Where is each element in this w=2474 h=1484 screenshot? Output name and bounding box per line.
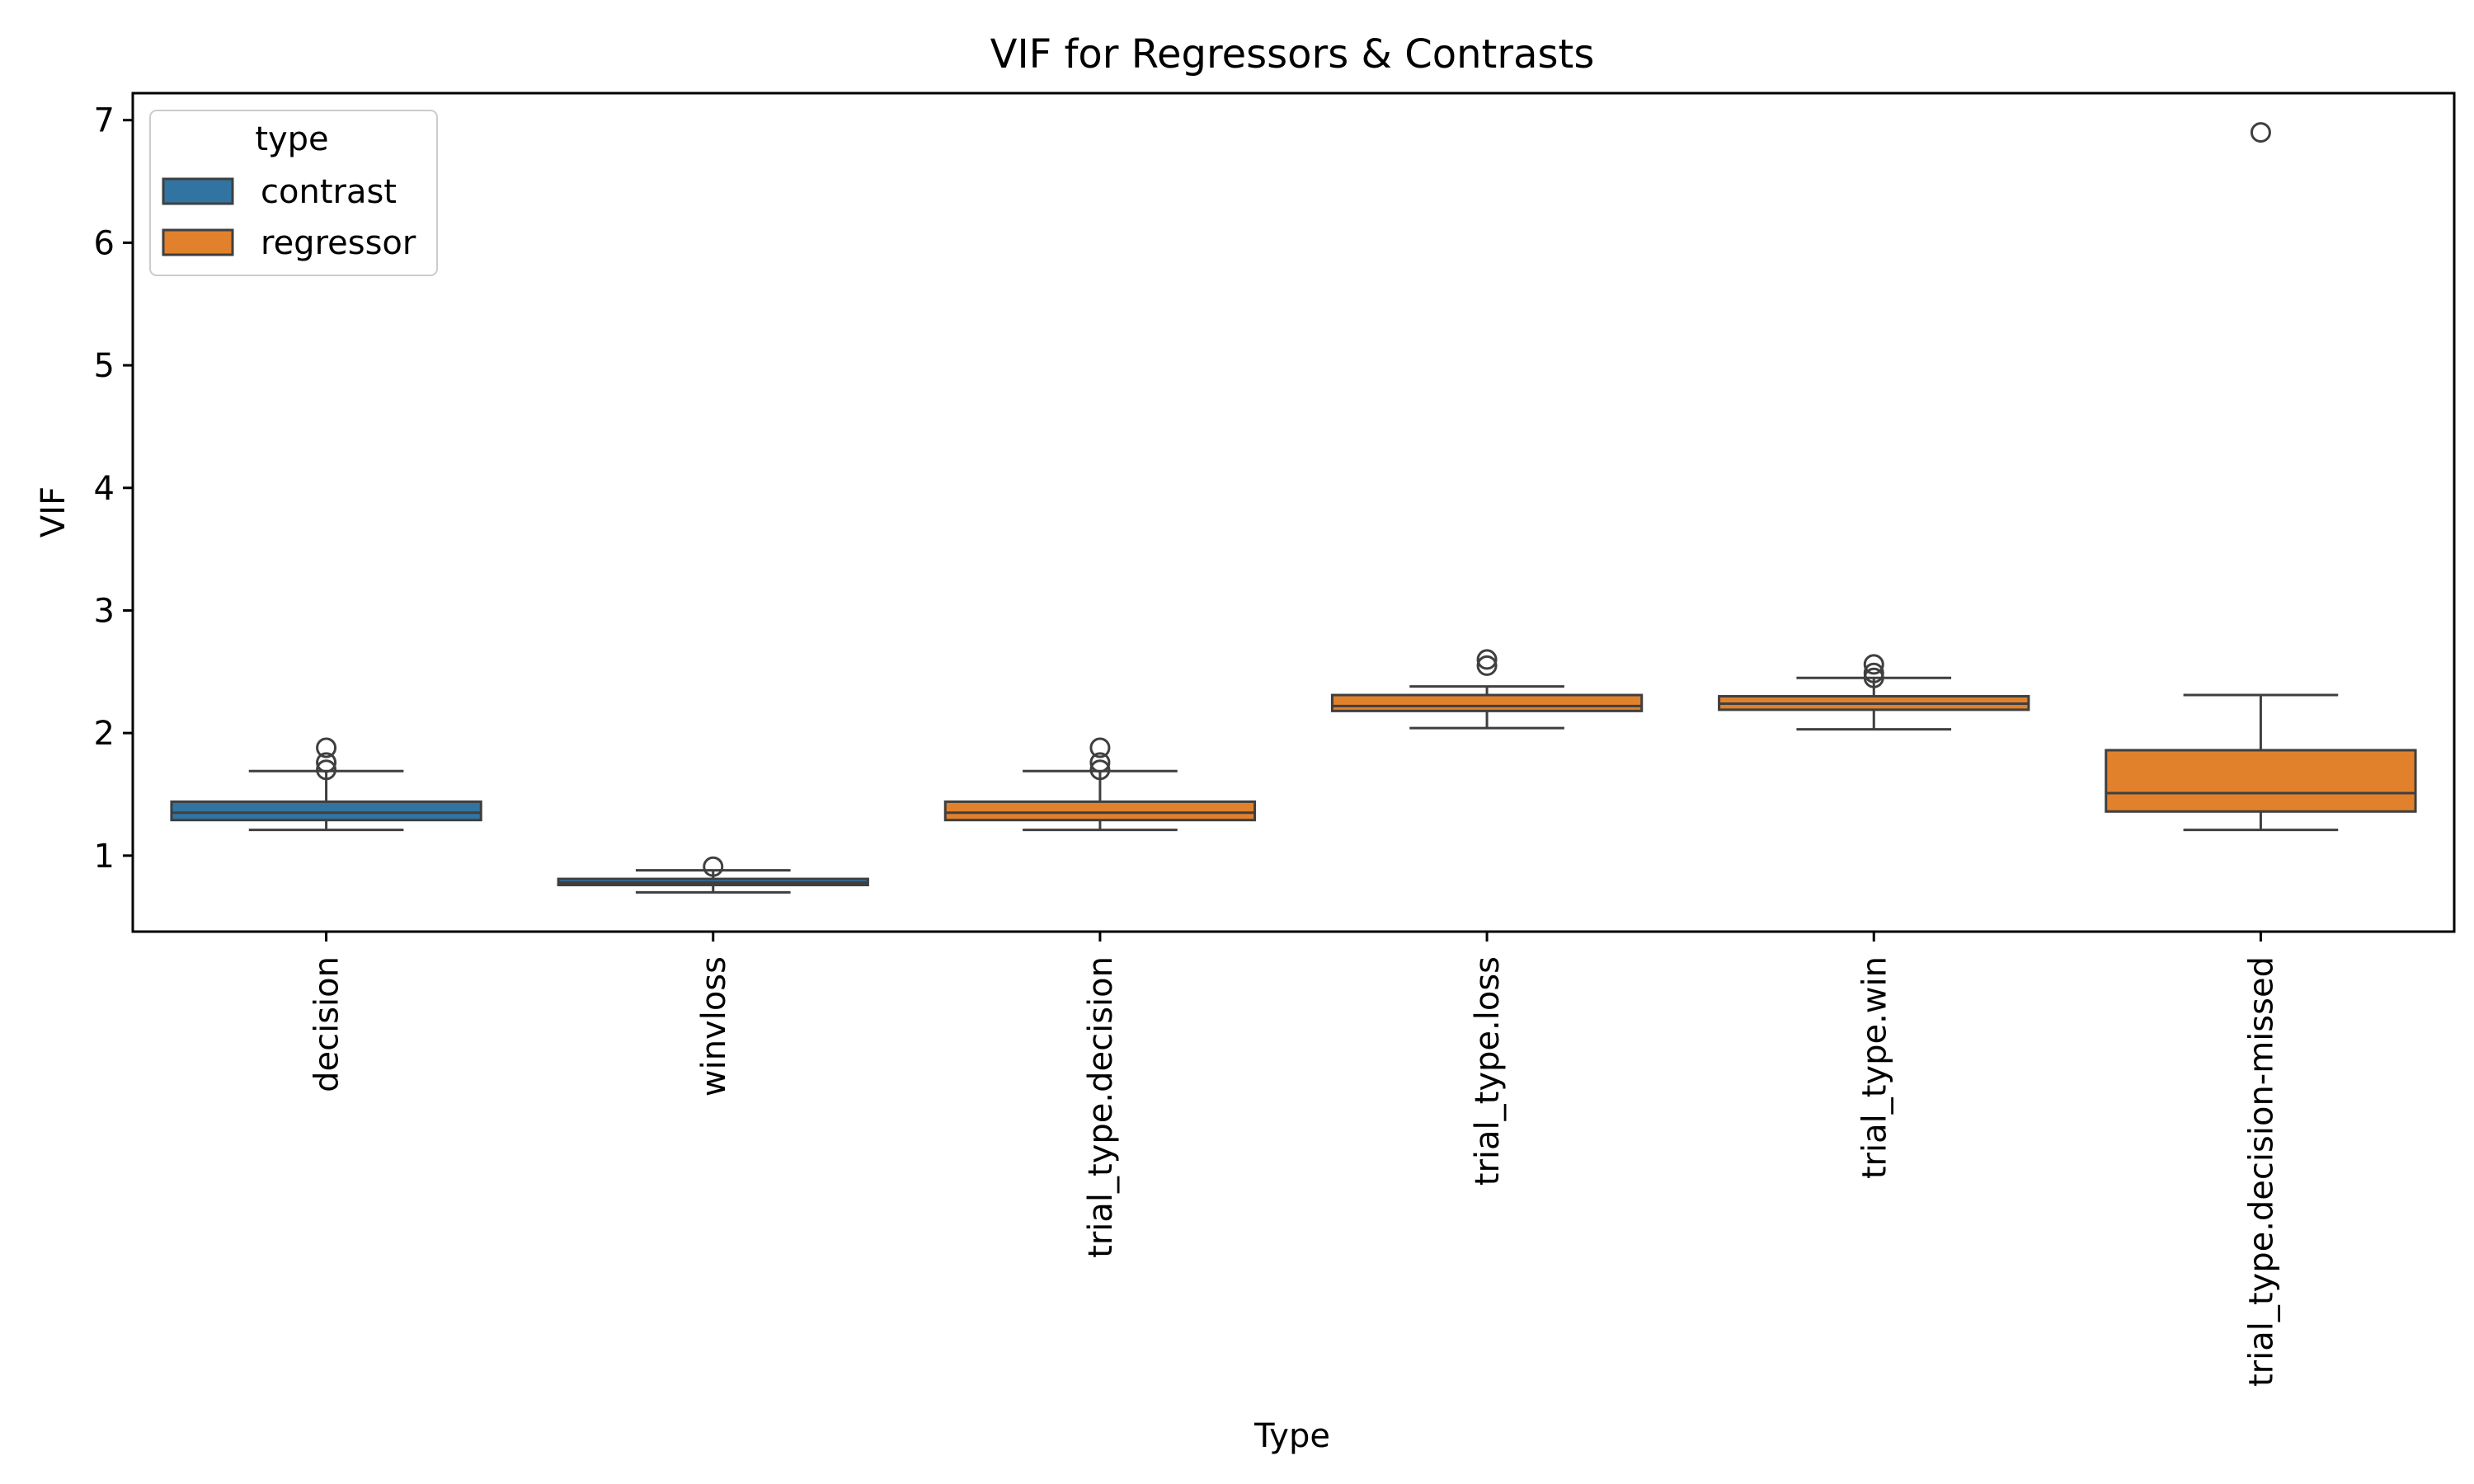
y-tick-label: 3 (94, 592, 115, 630)
box-trial-type-decision-missed (2105, 122, 2417, 832)
box-iqr (170, 800, 482, 822)
box-iqr (943, 800, 1257, 822)
legend-title: type (255, 120, 328, 158)
box-iqr (1330, 693, 1644, 712)
box-trial-type-win (1718, 654, 2030, 731)
outlier-point (1476, 649, 1498, 670)
box-trial-type-loss (1330, 649, 1644, 730)
plot-area (170, 122, 2417, 894)
box-winvloss (557, 856, 869, 894)
outlier-point (1863, 667, 1884, 688)
y-tick-label: 7 (94, 102, 115, 140)
outlier-point (1089, 752, 1111, 773)
outlier-point (316, 737, 337, 758)
outlier-point (316, 759, 337, 781)
legend-swatch-regressor (162, 228, 234, 256)
x-tick-label: winvloss (695, 956, 733, 1097)
chart-title: VIF for Regressors & Contrasts (990, 31, 1595, 77)
box-decision (170, 737, 482, 832)
y-axis-label: VIF (35, 486, 73, 538)
legend-label-regressor: regressor (261, 224, 416, 262)
y-tick-label: 1 (94, 838, 115, 876)
box-iqr (2105, 749, 2417, 813)
x-axis-label: Type (1253, 1417, 1330, 1455)
x-tick-label: trial_type.decision (1082, 956, 1120, 1258)
outlier-point (1089, 759, 1111, 781)
x-tick-label: trial_type.win (1856, 956, 1893, 1179)
y-tick-label: 5 (94, 347, 115, 385)
x-tick-label: trial_type.decision-missed (2242, 956, 2280, 1387)
outlier-point (1476, 655, 1498, 676)
y-tick-label: 2 (94, 715, 115, 753)
outlier-point (2250, 122, 2271, 143)
outlier-point (316, 752, 337, 773)
outlier-point (1863, 654, 1884, 675)
legend: type contrast regressor (149, 110, 438, 276)
axes: decision winvloss trial_type.decision trial… (94, 102, 2281, 1387)
box-trial-type-decision (943, 737, 1257, 832)
x-tick-label: trial_type.loss (1469, 956, 1507, 1186)
plot-frame (131, 92, 2456, 933)
x-tick-label: decision (308, 956, 346, 1092)
y-tick-label: 6 (94, 224, 115, 262)
outlier-point (703, 856, 724, 877)
outlier-point (1089, 737, 1111, 758)
y-tick-label: 4 (94, 470, 115, 508)
outlier-point (1863, 662, 1884, 683)
legend-label-contrast: contrast (261, 173, 397, 211)
legend-swatch-contrast (162, 177, 234, 205)
